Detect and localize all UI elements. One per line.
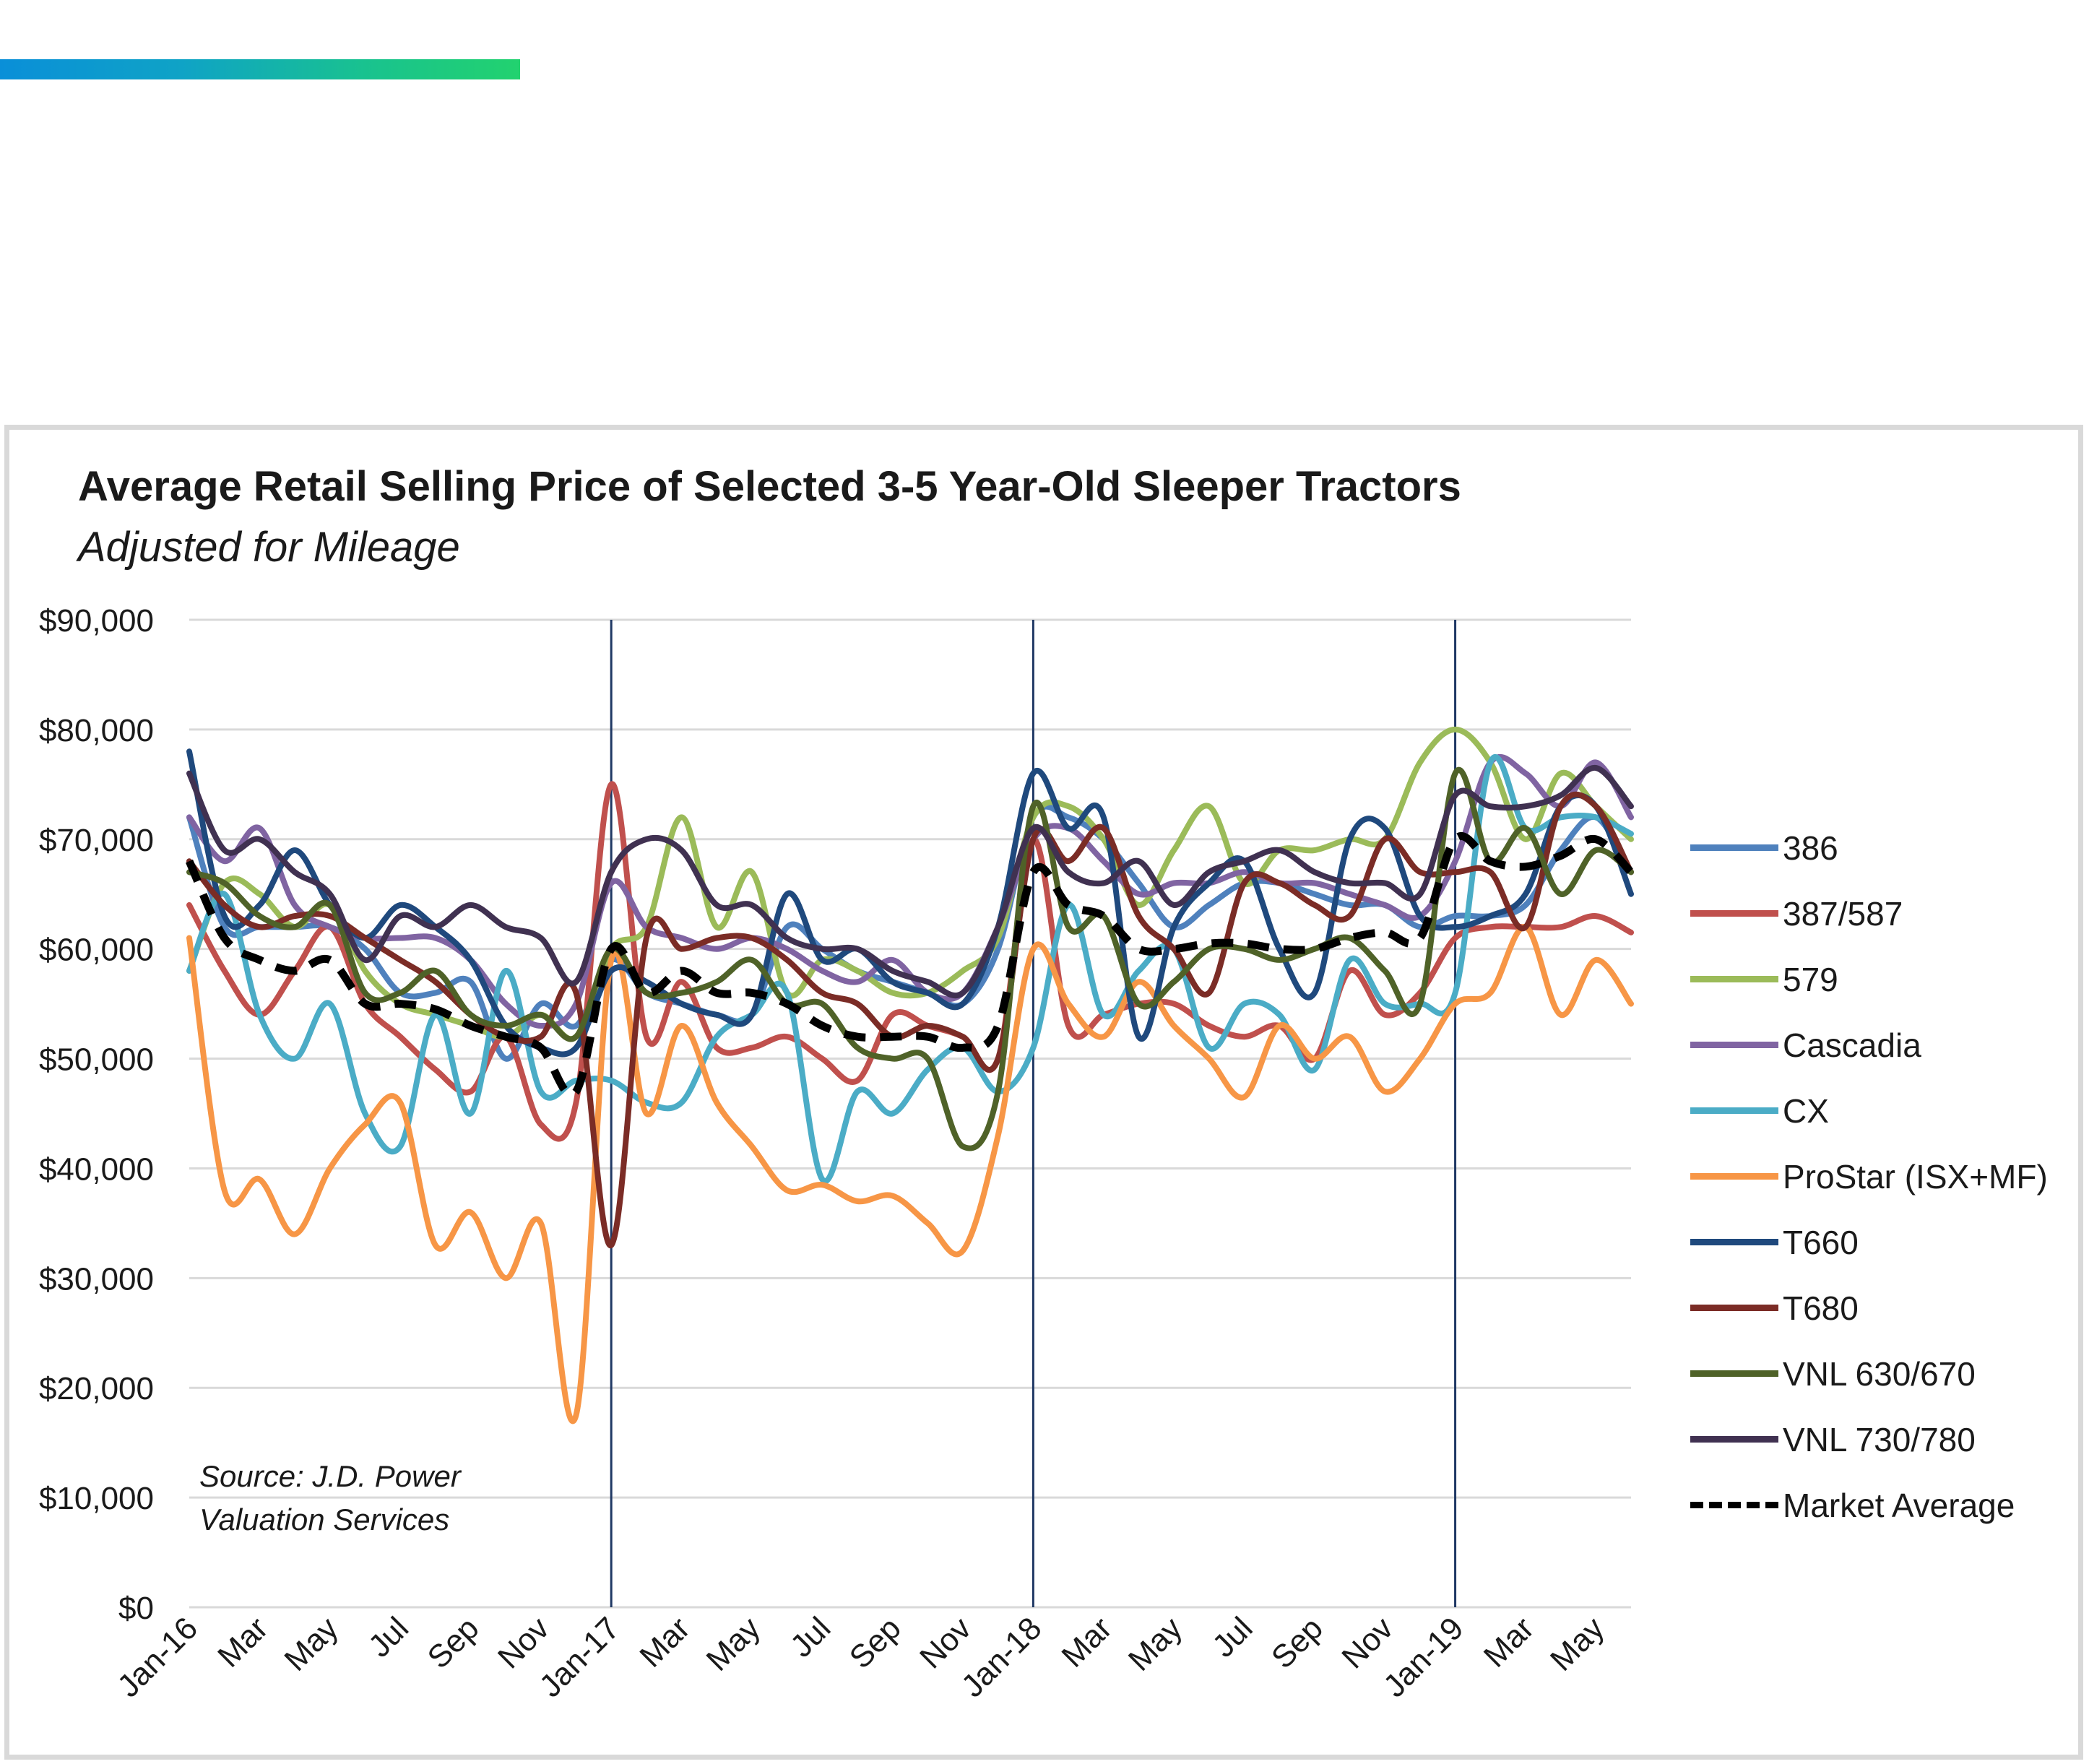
y-tick-label: $30,000 (39, 1261, 154, 1297)
y-tick-label: $10,000 (39, 1481, 154, 1516)
legend-swatch (1690, 976, 1778, 982)
source-line-1: Source: J.D. Power (199, 1459, 461, 1493)
x-tick-label: May (700, 1610, 767, 1677)
legend-item-market-average: Market Average (1690, 1472, 2048, 1538)
x-tick-label: Jul (362, 1610, 415, 1664)
legend-label: CX (1783, 1091, 1829, 1130)
legend-label: T680 (1783, 1289, 1859, 1327)
series-line-cx (186, 753, 1634, 1185)
legend-item-vnl-730-780: VNL 730/780 (1690, 1406, 2048, 1472)
legend-label: T660 (1783, 1223, 1859, 1261)
series-line-t680 (186, 791, 1634, 1248)
legend-item-t660: T660 (1690, 1209, 2048, 1275)
chart-subtitle: Adjusted for Mileage (78, 524, 460, 571)
legend-item-387-587: 387/587 (1690, 881, 2048, 946)
legend-swatch (1690, 1502, 1778, 1508)
legend-item-579: 579 (1690, 946, 2048, 1012)
legend-swatch (1690, 844, 1778, 851)
legend-swatch (1690, 1107, 1778, 1114)
x-tick-label: Mar (211, 1610, 274, 1674)
x-tick-label: Sep (843, 1610, 908, 1675)
chart-legend: 386 387/587 579 Cascadia CX ProStar (ISX+MF) T… (1690, 815, 2048, 1538)
y-tick-label: $50,000 (39, 1042, 154, 1078)
legend-item-t680: T680 (1690, 1275, 2048, 1341)
series-line-387-587 (186, 781, 1634, 1142)
x-tick-label: May (277, 1610, 345, 1677)
legend-item-cascadia: Cascadia (1690, 1012, 2048, 1078)
x-tick-label: May (1544, 1610, 1611, 1677)
legend-label: Cascadia (1783, 1026, 1921, 1064)
x-tick-label: Mar (1055, 1610, 1119, 1674)
x-tick-label: Sep (421, 1610, 486, 1675)
y-tick-label: $0 (118, 1591, 154, 1626)
legend-swatch (1690, 1305, 1778, 1311)
y-tick-label: $60,000 (39, 933, 154, 968)
legend-item-386: 386 (1690, 815, 2048, 881)
x-tick-label: Mar (633, 1610, 696, 1674)
series-line-vnl-630-670 (186, 767, 1634, 1151)
x-tick-label: Jan-19 (1377, 1610, 1471, 1704)
source-line-2: Valuation Services (199, 1503, 450, 1536)
y-tick-label: $20,000 (39, 1371, 154, 1406)
series-line-prostar-isx-mf (186, 924, 1634, 1424)
chart-title: Average Retail Selling Price of Selected… (78, 463, 1461, 510)
x-tick-label: May (1122, 1610, 1189, 1677)
x-tick-label: Jul (784, 1610, 837, 1664)
x-tick-label: Mar (1477, 1610, 1541, 1674)
legend-label: 387/587 (1783, 894, 1903, 933)
series-line-vnl-730-780 (186, 765, 1634, 999)
legend-item-vnl-630-670: VNL 630/670 (1690, 1341, 2048, 1406)
y-tick-label: $80,000 (39, 713, 154, 748)
legend-swatch (1690, 910, 1778, 917)
legend-label: VNL 630/670 (1783, 1354, 1976, 1393)
x-tick-label: Jul (1206, 1610, 1259, 1664)
source-note: Source: J.D. Power Valuation Services (199, 1455, 461, 1542)
legend-label: ProStar (ISX+MF) (1783, 1157, 2048, 1196)
x-tick-label: Jan-18 (955, 1610, 1049, 1704)
y-tick-label: $90,000 (39, 603, 154, 639)
legend-item-prostar-isx-mf: ProStar (ISX+MF) (1690, 1143, 2048, 1209)
chart-card (4, 425, 2083, 1760)
legend-label: VNL 730/780 (1783, 1420, 1976, 1458)
legend-item-cx: CX (1690, 1078, 2048, 1143)
legend-swatch (1690, 1042, 1778, 1048)
series-line-market-average (185, 832, 1634, 1099)
legend-label: 579 (1783, 960, 1838, 998)
y-tick-label: $70,000 (39, 823, 154, 858)
series-line-t660 (186, 748, 1634, 1058)
series-line-386 (186, 803, 1634, 1062)
y-tick-label: $40,000 (39, 1151, 154, 1187)
x-tick-label: Sep (1265, 1610, 1330, 1675)
legend-label: Market Average (1783, 1486, 2015, 1524)
x-tick-label: Jan-17 (532, 1610, 626, 1704)
legend-swatch (1690, 1370, 1778, 1377)
header-accent-bar (0, 59, 520, 79)
legend-swatch (1690, 1239, 1778, 1245)
legend-swatch (1690, 1436, 1778, 1443)
legend-swatch (1690, 1173, 1778, 1180)
legend-label: 386 (1783, 829, 1838, 867)
